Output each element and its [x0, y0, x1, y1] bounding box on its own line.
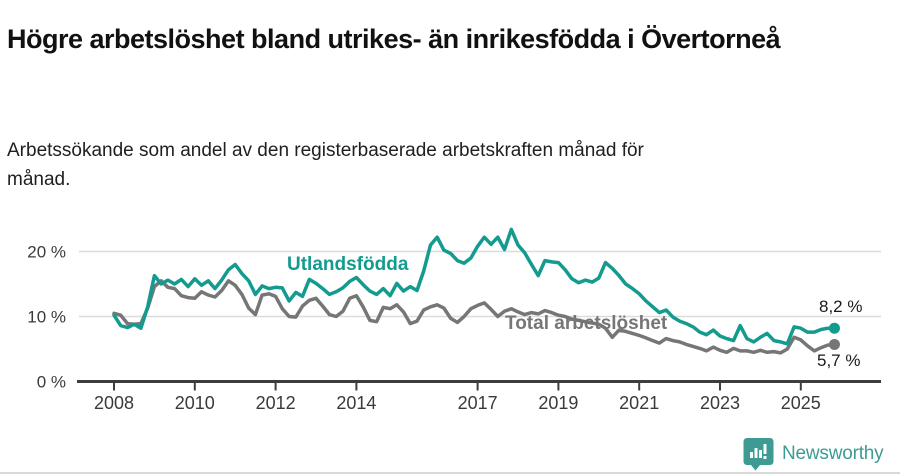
page-subtitle: Arbetssökande som andel av den registerb…: [7, 140, 644, 190]
y-tick-label-10: 10 %: [27, 308, 66, 327]
line-utlandsf-dda: [112, 227, 837, 346]
y-tick-label-20: 20 %: [27, 243, 66, 262]
x-tick-label-2019: 2019: [538, 393, 578, 413]
end-value-label-total: 5,7 %: [817, 351, 861, 370]
x-tick-label-2025: 2025: [781, 393, 821, 413]
x-tick-label-2017: 2017: [458, 393, 498, 413]
x-tick-label-2021: 2021: [619, 393, 659, 413]
line-total-arbetsl-shet: [112, 279, 837, 355]
newsworthy-logo-icon: [743, 438, 774, 471]
x-tick-label-2014: 2014: [336, 393, 376, 413]
end-dot-utlandsf-dda: [828, 322, 840, 334]
y-tick-label-0: 0 %: [37, 373, 66, 392]
x-tick-label-2023: 2023: [700, 393, 740, 413]
x-tick-label-2008: 2008: [94, 393, 134, 413]
series-label-total-arbetsloshet: Total arbetslöshet: [505, 313, 668, 334]
series-label-utlandsfodda: Utlandsfödda: [287, 254, 409, 275]
end-dot-total-arbetsl-shet: [828, 338, 840, 350]
x-tick-label-2010: 2010: [175, 393, 215, 413]
newsworthy-logo[interactable]: Newsworthy: [743, 437, 884, 471]
footer-divider: [0, 472, 900, 474]
page-title: Högre arbetslöshet bland utrikes- än inr…: [7, 24, 781, 55]
x-tick-label-2012: 2012: [256, 393, 296, 413]
brand-name: Newsworthy: [782, 443, 884, 464]
end-value-label-utlandsfodda: 8,2 %: [819, 297, 863, 316]
